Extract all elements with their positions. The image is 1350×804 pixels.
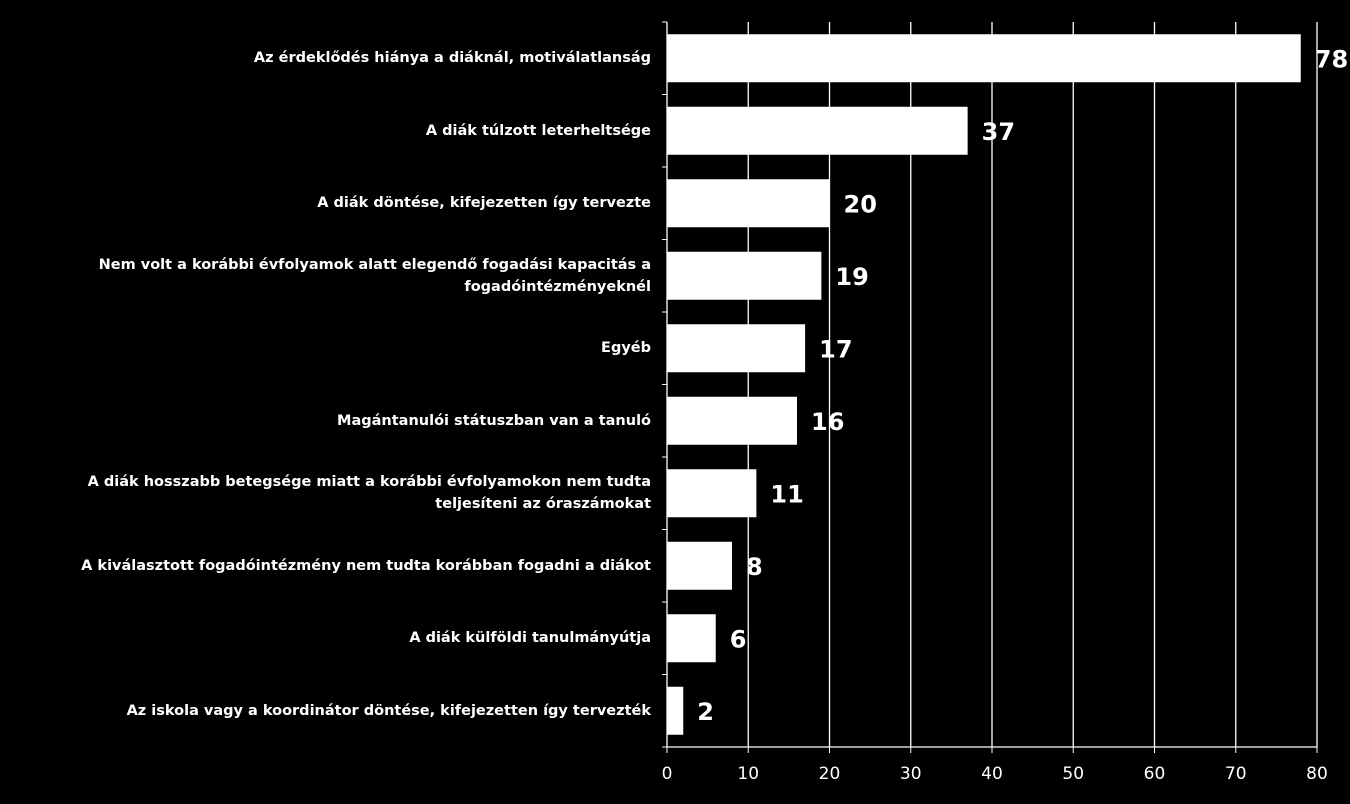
category-label: A diák túlzott leterheltsége [425,122,651,139]
data-label: 37 [982,118,1015,146]
x-tick-label: 0 [662,764,673,784]
bar [667,686,684,735]
data-label: 2 [697,698,714,726]
category-label: Egyéb [601,340,651,357]
data-label: 20 [844,190,877,218]
data-label: 19 [835,263,868,291]
category-label: A diák külföldi tanulmányútja [409,630,651,647]
bars [667,34,1301,735]
data-label: 8 [746,553,763,581]
x-tick-label: 40 [981,764,1003,784]
axes: 0 10 20 30 40 50 60 70 80 [662,21,1328,784]
category-label: Az iskola vagy a koordinátor döntése, ki… [126,702,651,719]
data-label: 11 [770,480,803,508]
category-label: Magántanulói státuszban van a tanuló [337,412,651,429]
data-label: 6 [730,625,747,653]
data-label: 16 [811,408,844,436]
bar [667,179,830,228]
bar [667,251,822,300]
bar [667,396,797,445]
bar [667,324,806,373]
category-label: A diák döntése, kifejezetten így tervezt… [317,195,651,212]
x-tick-label: 80 [1306,764,1328,784]
x-tick-label: 20 [819,764,841,784]
bar [667,541,732,590]
data-label: 78 [1315,45,1348,73]
category-label: Az érdeklődés hiánya a diáknál, motivála… [253,50,651,67]
x-tick-label: 10 [737,764,759,784]
bar [667,106,968,155]
data-labels: 78 37 20 19 17 16 11 8 6 2 [697,45,1348,726]
bar [667,34,1301,83]
category-label: Nem volt a korábbi évfolyamok alatt eleg… [98,256,651,295]
x-tick-label: 60 [1144,764,1166,784]
x-tick-label: 70 [1225,764,1247,784]
x-tick-label: 50 [1062,764,1084,784]
bar [667,469,757,518]
category-label: A kiválasztott fogadóintézmény nem tudta… [81,557,651,574]
category-label: A diák hosszabb betegsége miatt a korább… [87,474,651,513]
x-tick-label: 30 [900,764,922,784]
bar [667,614,716,663]
data-label: 17 [819,335,852,363]
